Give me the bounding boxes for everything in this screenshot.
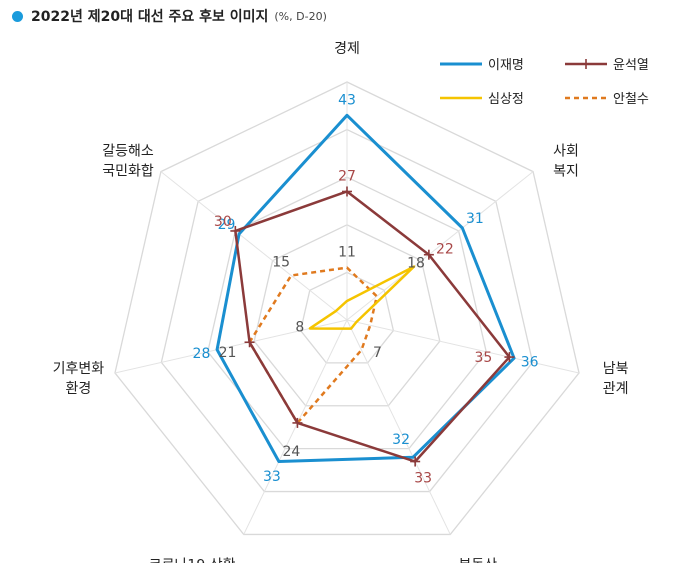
chart-subtitle: (%, D-20) xyxy=(274,9,327,23)
axis-label-line: 환경 xyxy=(66,381,92,397)
data-label: 22 xyxy=(436,242,454,258)
series-line xyxy=(248,266,379,425)
legend-label: 윤석열 xyxy=(613,58,649,73)
axis-label-line: 부동산 xyxy=(459,558,498,563)
data-label: 35 xyxy=(475,350,493,366)
axis-label-line: 사회 xyxy=(553,144,579,160)
data-label: 27 xyxy=(338,168,356,184)
series-line xyxy=(308,265,416,330)
legend-item: 윤석열 xyxy=(565,58,649,73)
data-label: 32 xyxy=(392,432,410,448)
radar-data-labels: 43 31 36 32 33 28 29 27 22 35 33 30 11 18 7 24 21 8 15 xyxy=(193,92,539,486)
grid-spoke xyxy=(243,319,348,535)
grid-spoke xyxy=(160,171,348,321)
grid-ring xyxy=(114,81,580,536)
data-label: 30 xyxy=(214,214,232,230)
data-label: 43 xyxy=(338,92,356,108)
data-label: 11 xyxy=(338,245,356,261)
title-bullet-icon xyxy=(12,10,23,22)
data-label: 21 xyxy=(219,345,237,361)
data-label: 7 xyxy=(373,345,382,361)
grid-ring xyxy=(207,176,487,450)
axis-label: 코로나19 상황 xyxy=(149,558,236,563)
series-line xyxy=(234,190,511,463)
grid-ring xyxy=(253,224,441,407)
grid-spoke xyxy=(346,319,580,374)
axis-label-line: 남북 xyxy=(603,361,629,377)
data-label: 33 xyxy=(414,471,432,487)
legend-item: 안철수 xyxy=(565,92,649,107)
radar-series xyxy=(215,113,516,467)
radar-grid xyxy=(114,81,580,536)
data-label: 8 xyxy=(295,319,304,335)
axis-label-line: 코로나19 상황 xyxy=(149,558,236,563)
legend-label: 심상정 xyxy=(488,92,524,107)
axis-label-line: 갈등해소 xyxy=(102,144,154,160)
legend-item: 심상정 xyxy=(440,92,524,107)
grid-spoke xyxy=(346,319,451,535)
chart-title-row: 2022년 제20대 대선 주요 후보 이미지 (%, D-20) xyxy=(12,6,327,26)
data-label: 24 xyxy=(283,444,301,460)
data-label: 36 xyxy=(521,355,539,371)
data-label: 31 xyxy=(466,211,484,227)
legend-label: 안철수 xyxy=(613,92,649,107)
grid-spoke xyxy=(114,319,348,374)
grid-ring xyxy=(160,128,534,493)
data-label: 29 xyxy=(218,217,236,233)
axis-label-line: 국민화합 xyxy=(102,164,154,180)
data-label: 28 xyxy=(193,346,211,362)
series-line xyxy=(215,113,516,464)
data-label: 15 xyxy=(272,254,290,270)
data-label: 33 xyxy=(263,469,281,485)
legend-item: 이재명 xyxy=(440,58,524,73)
axis-label-line: 경제 xyxy=(334,41,360,57)
axis-label-line: 복지 xyxy=(553,164,579,180)
axis-label: 부동산 xyxy=(459,558,498,563)
grid-spoke xyxy=(346,171,534,321)
data-label: 18 xyxy=(407,256,425,272)
axis-label: 경제 xyxy=(334,41,360,57)
legend-label: 이재명 xyxy=(488,58,524,73)
grid-ring xyxy=(299,271,395,364)
chart-title: 2022년 제20대 대선 주요 후보 이미지 xyxy=(31,9,269,25)
axis-label-line: 관계 xyxy=(603,381,629,397)
axis-label-line: 기후변화 xyxy=(53,361,105,377)
